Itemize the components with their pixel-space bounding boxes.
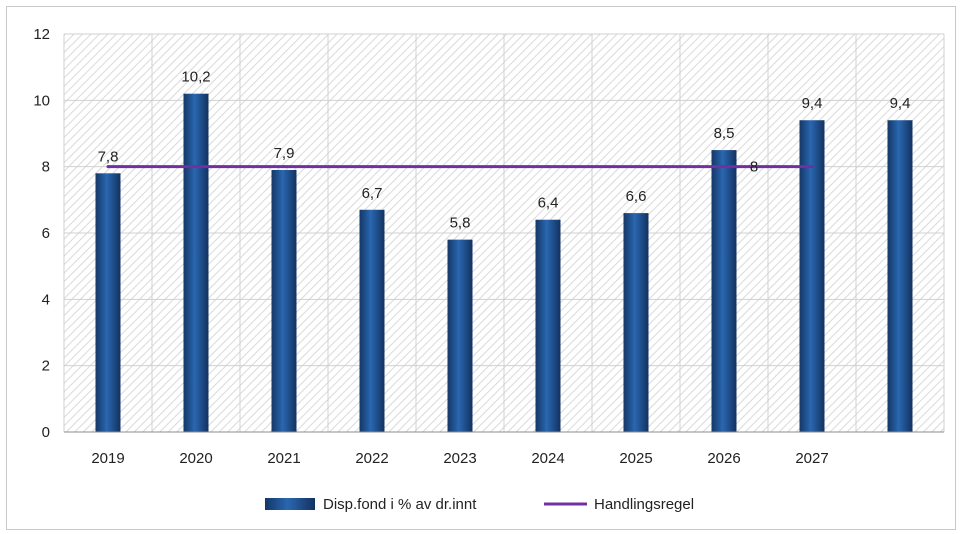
x-tick-label: 2023 [443,450,476,467]
legend-label-bars: Disp.fond i % av dr.innt [323,496,477,513]
x-tick-label: 2025 [619,450,652,467]
handlingsregel-point [634,165,638,169]
bar [535,219,561,432]
x-tick-label: 2020 [179,450,212,467]
handlingsregel-point [282,165,286,169]
bar [183,93,209,432]
bar [95,173,121,433]
y-tick-label: 10 [33,92,50,109]
y-tick-label: 4 [42,291,50,308]
y-tick-label: 6 [42,225,50,242]
bar-data-label: 10,2 [181,69,210,86]
handlingsregel-point [106,165,110,169]
chart-frame: 8 7,8 10,2 7,9 6,7 5,8 6,4 6,6 8,5 9,4 9,4 0 2 4 6 8 10… [6,6,956,530]
handlingsregel-point [458,165,462,169]
y-tick-label: 2 [42,358,50,375]
bar-line-chart: 8 7,8 10,2 7,9 6,7 5,8 6,4 6,6 8,5 9,4 9,4 0 2 4 6 8 10… [33,26,945,513]
y-tick-label: 0 [42,424,50,441]
bar [799,120,825,432]
x-tick-label: 2027 [795,450,828,467]
handlingsregel-point [722,165,726,169]
legend-swatch-bars [265,498,315,510]
x-tick-label: 2026 [707,450,740,467]
handlingsregel-point [370,165,374,169]
bar-data-label: 9,4 [890,95,911,112]
bar-data-label: 7,8 [98,148,119,165]
handlingsregel-point [546,165,550,169]
y-tick-label: 8 [42,159,50,176]
bar [623,213,649,432]
handlingsregel-end-label: 8 [750,159,758,176]
y-tick-label: 12 [33,26,50,43]
handlingsregel-point [810,165,814,169]
bar-data-label: 8,5 [714,125,735,142]
x-tick-label: 2021 [267,450,300,467]
x-tick-label: 2022 [355,450,388,467]
legend-label-line: Handlingsregel [594,496,694,513]
handlingsregel-point [194,165,198,169]
bar-data-label: 7,9 [274,145,295,162]
bar-data-label: 6,6 [626,188,647,205]
bar-data-label: 9,4 [802,95,823,112]
bar-data-label: 5,8 [450,215,471,232]
x-tick-label: 2024 [531,450,564,467]
bar [359,209,385,432]
bar-data-label: 6,7 [362,185,383,202]
x-tick-label: 2019 [91,450,124,467]
bar [887,120,913,432]
bar [711,150,737,433]
bar-data-label: 6,4 [538,195,559,212]
bar [447,239,473,432]
bar [271,169,297,432]
